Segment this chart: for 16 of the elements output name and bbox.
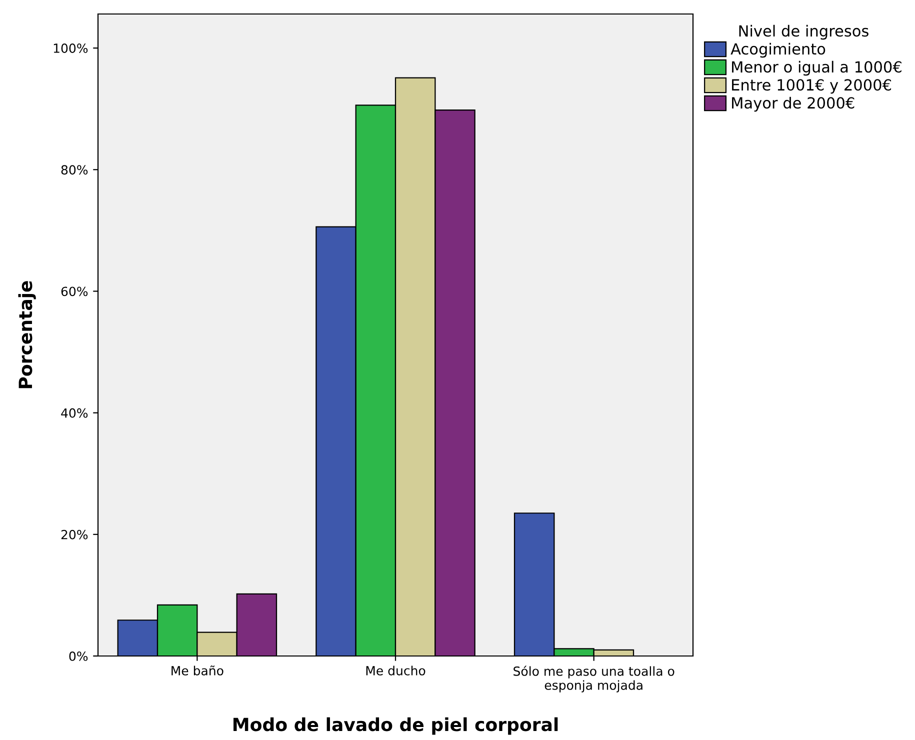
x-tick-label: Sólo me paso una toalla o esponja mojada [514, 666, 674, 692]
x-axis-title: Modo de lavado de piel corporal [234, 717, 558, 735]
legend-label: Menor o igual a 1000€ [732, 60, 902, 76]
y-tick-label: 80% [61, 165, 88, 175]
legend-label: Entre 1001€ y 2000€ [732, 79, 892, 94]
y-tick-label: 0% [69, 651, 88, 661]
x-tick-label: Me baño [172, 666, 224, 676]
y-tick-label: 20% [61, 530, 88, 540]
y-tick-label: 60% [61, 286, 88, 296]
legend-label: Acogimiento [730, 42, 826, 58]
x-tick-label: Me ducho [366, 666, 426, 676]
y-tick-label: 100% [54, 44, 88, 53]
legend-label: Mayor de 2000€ [732, 96, 854, 112]
legend-title: Nivel de ingresos [739, 24, 868, 40]
y-axis-title: Porcentaje [18, 281, 36, 388]
y-tick-label: 40% [61, 408, 88, 418]
